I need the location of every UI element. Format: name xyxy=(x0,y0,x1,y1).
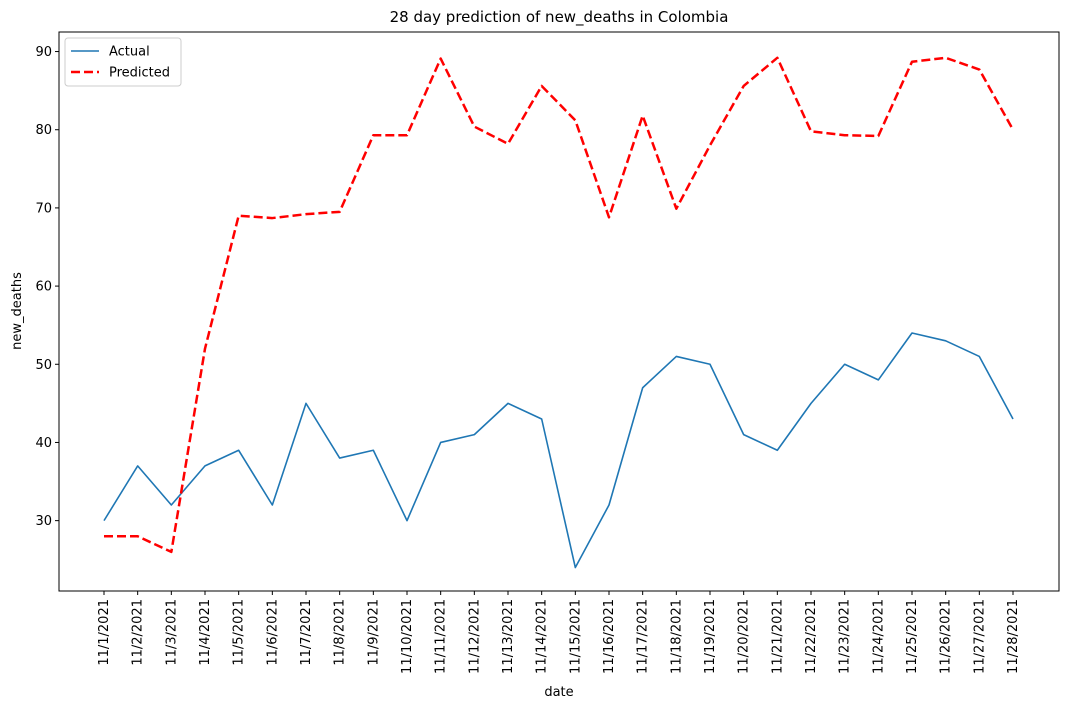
x-tick-label: 11/20/2021 xyxy=(737,599,752,674)
x-tick-label: 11/14/2021 xyxy=(535,599,550,674)
y-tick-label: 70 xyxy=(35,201,52,216)
series-line-actual xyxy=(103,332,1014,569)
x-tick-label: 11/9/2021 xyxy=(366,599,381,666)
x-tick-label: 11/25/2021 xyxy=(905,599,920,674)
legend: Actual Predicted xyxy=(64,37,182,87)
x-tick-label: 11/23/2021 xyxy=(838,599,853,674)
chart-title: 28 day prediction of new_deaths in Colom… xyxy=(390,8,729,27)
x-tick-label: 11/7/2021 xyxy=(299,599,314,666)
x-tick-label: 11/16/2021 xyxy=(602,599,617,674)
series-lines xyxy=(103,56,1015,569)
x-tick-label: 11/15/2021 xyxy=(568,599,583,674)
x-axis: 11/1/2021 11/2/2021 11/3/2021 11/4/2021 11/5… xyxy=(97,591,1021,674)
x-tick-label: 11/5/2021 xyxy=(232,599,247,666)
x-tick-label: 11/4/2021 xyxy=(198,599,213,666)
x-tick-label: 11/28/2021 xyxy=(1006,599,1021,674)
x-tick-label: 11/13/2021 xyxy=(501,599,516,674)
x-tick-label: 11/21/2021 xyxy=(770,599,785,674)
x-tick-label: 11/2/2021 xyxy=(131,599,146,666)
x-tick-label: 11/6/2021 xyxy=(265,599,280,666)
x-tick-label: 11/19/2021 xyxy=(703,599,718,674)
series-line-predicted xyxy=(104,56,1015,554)
legend-box xyxy=(64,37,182,87)
legend-label-actual: Actual xyxy=(109,45,150,60)
x-tick-label: 11/8/2021 xyxy=(333,599,348,666)
y-tick-label: 80 xyxy=(35,123,52,138)
x-tick-label: 11/10/2021 xyxy=(400,599,415,674)
x-tick-label: 11/18/2021 xyxy=(669,599,684,674)
x-tick-label: 11/11/2021 xyxy=(434,599,449,674)
x-tick-label: 11/27/2021 xyxy=(972,599,987,674)
y-tick-label: 60 xyxy=(35,280,52,295)
x-axis-label: date xyxy=(544,685,573,700)
x-tick-label: 11/22/2021 xyxy=(804,599,819,674)
y-axis-label: new_deaths xyxy=(10,272,25,350)
plot-area xyxy=(58,31,1060,592)
x-tick-label: 11/3/2021 xyxy=(164,599,179,666)
y-tick-label: 90 xyxy=(35,45,52,60)
legend-label-predicted: Predicted xyxy=(109,66,170,81)
x-tick-label: 11/1/2021 xyxy=(97,599,112,666)
y-axis: 30 40 50 60 70 80 90 xyxy=(35,45,59,529)
y-tick-label: 30 xyxy=(35,514,52,529)
x-tick-label: 11/12/2021 xyxy=(467,599,482,674)
x-tick-label: 11/26/2021 xyxy=(939,599,954,674)
x-tick-label: 11/17/2021 xyxy=(636,599,651,674)
y-tick-label: 40 xyxy=(35,436,52,451)
y-tick-label: 50 xyxy=(35,358,52,373)
x-tick-label: 11/24/2021 xyxy=(871,599,886,674)
